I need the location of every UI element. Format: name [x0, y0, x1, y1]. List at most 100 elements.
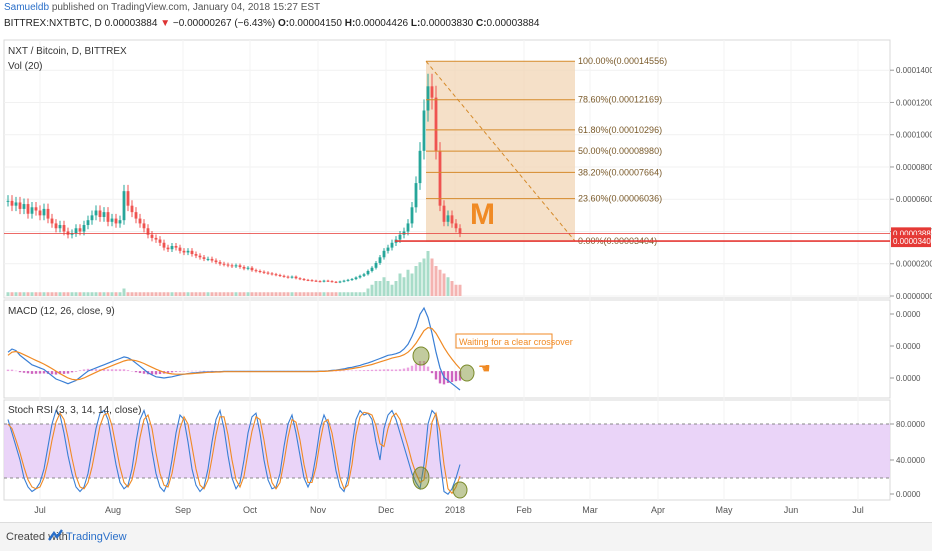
- volume-bar: [278, 292, 282, 296]
- footer: Created with TradingView: [0, 522, 932, 551]
- volume-bar: [34, 292, 38, 296]
- volume-bar: [102, 292, 106, 296]
- x-tick-label: Apr: [651, 505, 665, 515]
- macd-hist-bar: [10, 369, 14, 372]
- volume-bar: [282, 292, 286, 296]
- macd-hist-bar: [134, 371, 138, 373]
- volume-bar: [186, 292, 190, 296]
- candle-body: [202, 257, 206, 259]
- macd-hist-bar: [14, 370, 18, 372]
- volume-bar: [166, 292, 170, 296]
- volume-bar: [14, 292, 18, 296]
- volume-bar: [434, 266, 438, 296]
- chart-canvas[interactable]: 100.00%(0.00014556) 78.60%(0.00012169) 61.…: [0, 36, 932, 522]
- candle-body: [178, 247, 182, 251]
- macd-hist-bar: [186, 370, 190, 372]
- volume-bar: [30, 292, 34, 296]
- macd-hist-bar: [150, 371, 154, 375]
- stoch-rsi: [4, 408, 890, 495]
- rsi-y-tick-label: 40.0000: [896, 456, 925, 465]
- volume-bar: [262, 292, 266, 296]
- macd-hist-bar: [430, 371, 434, 374]
- volume-bar: [66, 292, 70, 296]
- publish-line: Samueldb published on TradingView.com, J…: [4, 2, 320, 13]
- candle-body: [310, 280, 314, 282]
- macd-hist-bar: [66, 371, 70, 374]
- candle-body: [330, 281, 334, 283]
- x-tick-label: Aug: [105, 505, 121, 515]
- volume-bar: [314, 292, 318, 296]
- hand-pointer-icon: ☚: [478, 360, 491, 376]
- volume-bar: [378, 281, 382, 296]
- candle-body: [422, 110, 426, 151]
- macd-hist-bar: [334, 370, 338, 372]
- volume-bar: [54, 292, 58, 296]
- volume-bar: [126, 292, 130, 296]
- volume-bar: [442, 273, 446, 296]
- candle-body: [46, 208, 50, 219]
- volume-bar: [350, 292, 354, 296]
- macd-hist-bar: [54, 371, 58, 375]
- volume-bar: [302, 292, 306, 296]
- candle-body: [222, 263, 226, 265]
- candle-body: [18, 202, 22, 209]
- macd-hist-bar: [50, 371, 54, 375]
- volume-bar: [390, 284, 394, 296]
- macd-hist-bar: [342, 370, 346, 372]
- candles: [6, 73, 462, 284]
- candle-body: [334, 281, 338, 283]
- macd-hist-bar: [142, 371, 146, 374]
- candle-body: [246, 267, 250, 269]
- volume-bar: [46, 292, 50, 296]
- volume-bar: [78, 292, 82, 296]
- volume-bar: [250, 292, 254, 296]
- low-label: L:: [410, 18, 421, 29]
- support-price-badge: [891, 235, 931, 248]
- volume-bar: [410, 273, 414, 296]
- candle-body: [186, 250, 190, 253]
- author-link[interactable]: Samueldb: [4, 2, 50, 13]
- macd-hist-bar: [438, 371, 442, 384]
- candle-body: [398, 234, 402, 240]
- candle-body: [414, 183, 418, 208]
- candle-body: [410, 207, 414, 224]
- candle-body: [378, 257, 382, 263]
- macd-hist-bar: [402, 368, 406, 372]
- candle-body: [434, 97, 438, 151]
- candle-body: [406, 223, 410, 232]
- x-tick-label: Oct: [243, 505, 258, 515]
- candle-body: [250, 267, 254, 271]
- volume-legend: Vol (20): [8, 61, 42, 72]
- candle-body: [418, 150, 422, 184]
- macd-hist-bar: [394, 369, 398, 372]
- volume-bar: [438, 269, 442, 296]
- macd-hist-bar: [6, 369, 10, 372]
- candle-body: [94, 210, 98, 216]
- candle-body: [194, 254, 198, 256]
- high-value: 0.00004426: [355, 18, 409, 29]
- candle-body: [442, 205, 446, 222]
- macd-hist-bar: [106, 369, 110, 372]
- fib-trend-line: [425, 60, 576, 242]
- volume-bar: [50, 292, 54, 296]
- current-price-badge-label: 0.00003884: [893, 229, 932, 238]
- candle-body: [166, 247, 170, 250]
- volume-bar: [170, 292, 174, 296]
- x-axis: Jul Aug Sep Oct Nov Dec 2018 Feb Mar Apr May Jun Jul: [34, 505, 864, 515]
- macd-cross-marker-2: [459, 364, 475, 382]
- tradingview-brand[interactable]: TradingView: [66, 531, 127, 543]
- macd-hist-bar: [210, 370, 214, 372]
- macd-hist-bar: [362, 370, 366, 372]
- macd-hist-bar: [378, 369, 382, 372]
- candle-body: [130, 205, 134, 213]
- volume-bar: [114, 292, 118, 296]
- macd-hist-bar: [386, 369, 390, 372]
- candle-body: [350, 279, 354, 281]
- macd-hist-bar: [42, 371, 46, 374]
- candle-body: [38, 210, 42, 216]
- candle-body: [62, 225, 66, 232]
- candle-body: [374, 262, 378, 268]
- volume-bar: [242, 292, 246, 296]
- macd-hist-bar: [422, 360, 426, 372]
- macd-hist-bar: [202, 370, 206, 372]
